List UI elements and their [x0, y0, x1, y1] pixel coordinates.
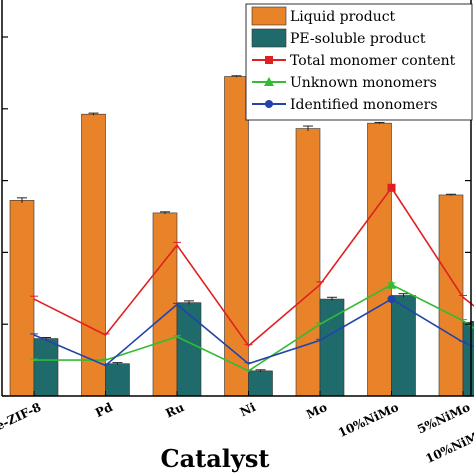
- x-tick-label-0: Fe-ZIF-8: [0, 400, 43, 436]
- legend-label-2: Total monomer content: [290, 53, 456, 69]
- legend-swatch-1: [251, 28, 287, 48]
- marker-unknown-10nimo: [386, 279, 397, 289]
- x-tick-label-3: Ni: [238, 400, 258, 419]
- x-axis-title: Catalyst: [161, 444, 270, 473]
- bar-liquid-4: [295, 128, 321, 397]
- bars-layer: [9, 75, 474, 397]
- legend-label-4: Identified monomers: [290, 97, 438, 113]
- bar-liquid-5: [367, 122, 392, 397]
- legend-marker-4: [265, 100, 273, 108]
- legend-marker-2: [265, 56, 273, 64]
- legend-label-3: Unknown monomers: [290, 75, 437, 91]
- bar-pe-soluble-3: [248, 370, 273, 397]
- x-tick-label-4: Mo: [304, 400, 329, 422]
- legend-label-0: Liquid product: [290, 9, 396, 25]
- bar-pe-soluble-1: [105, 363, 130, 397]
- legend-label-1: PE-soluble product: [290, 31, 426, 47]
- bar-liquid-3: [224, 76, 249, 397]
- bar-liquid-0: [9, 200, 35, 397]
- x-tick-label-5: 10%NiMo: [336, 400, 401, 440]
- bar-pe-soluble-0: [33, 338, 59, 397]
- marker-identified-10nimo: [387, 295, 396, 304]
- x-tick-label-6: 5%NiMo: [415, 400, 472, 437]
- bar-liquid-1: [81, 113, 106, 397]
- marker-total-10nimo: [387, 183, 396, 192]
- legend: Liquid product PE-soluble product Total mo…: [245, 3, 473, 121]
- legend-marker-3: [264, 77, 274, 86]
- lines-layer: [30, 183, 474, 372]
- bar-pe-soluble-6: [462, 322, 474, 397]
- bar-liquid-2: [152, 212, 178, 397]
- bar-pe-soluble-2: [176, 302, 202, 397]
- x-tick-label-1: Pd: [93, 400, 115, 420]
- x-tick-label-2: Ru: [163, 400, 186, 421]
- legend-swatch-0: [251, 6, 287, 26]
